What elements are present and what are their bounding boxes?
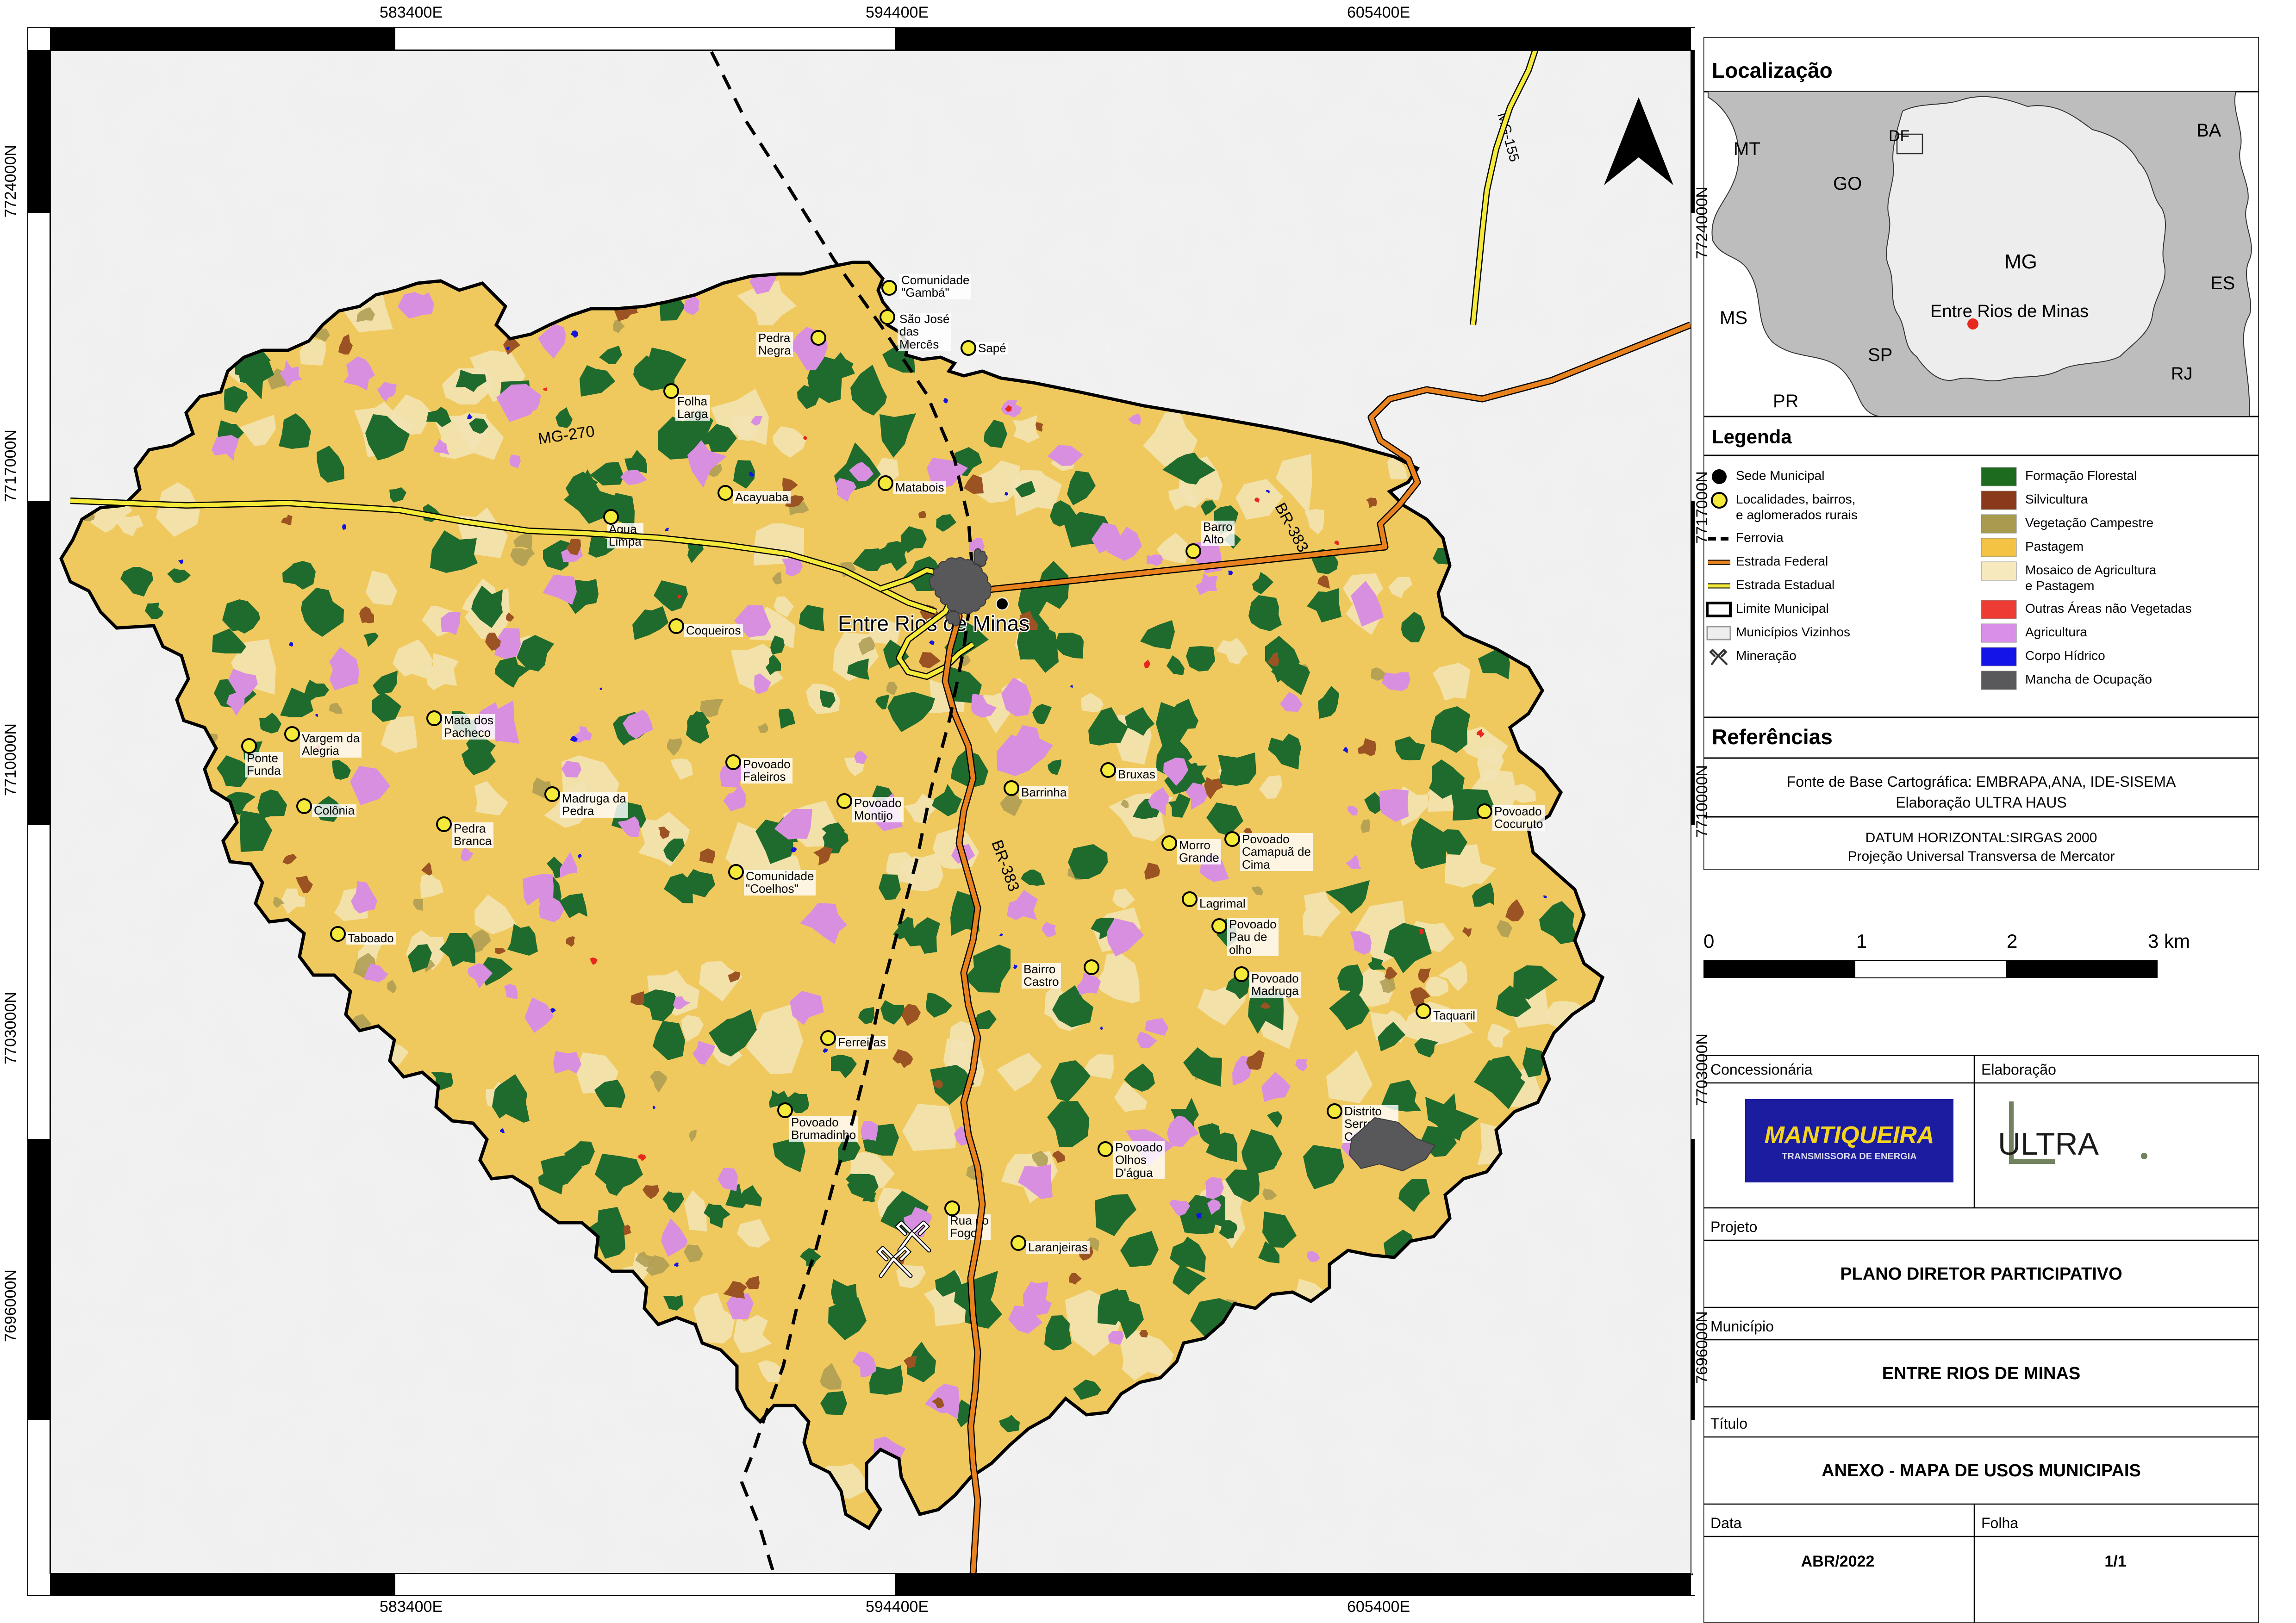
svg-text:Projeto: Projeto: [1710, 1219, 1757, 1235]
svg-text:TRANSMISSORA DE ENERGIA: TRANSMISSORA DE ENERGIA: [1782, 1151, 1917, 1162]
svg-text:Vegetação Campestre: Vegetação Campestre: [2025, 516, 2153, 530]
svg-text:ES: ES: [2210, 273, 2235, 293]
svg-text:e Pastagem: e Pastagem: [2025, 578, 2094, 593]
svg-text:MS: MS: [1720, 308, 1747, 328]
svg-text:ABR/2022: ABR/2022: [1801, 1553, 1875, 1570]
svg-text:Estrada Federal: Estrada Federal: [1736, 554, 1828, 568]
svg-text:1: 1: [1856, 930, 1867, 952]
svg-text:Sede Municipal: Sede Municipal: [1736, 468, 1824, 483]
svg-text:Município: Município: [1710, 1318, 1774, 1335]
svg-text:3 km: 3 km: [2148, 930, 2190, 952]
svg-text:Corpo Hídrico: Corpo Hídrico: [2025, 648, 2105, 663]
svg-text:BA: BA: [2196, 120, 2221, 141]
svg-text:Mancha de Ocupação: Mancha de Ocupação: [2025, 672, 2152, 686]
svg-text:MG: MG: [2004, 250, 2037, 273]
svg-text:DATUM HORIZONTAL:SIRGAS 2000: DATUM HORIZONTAL:SIRGAS 2000: [1866, 830, 2097, 846]
svg-text:Ferrovia: Ferrovia: [1736, 530, 1784, 545]
svg-text:DF: DF: [1889, 127, 1909, 145]
svg-text:Elaboração: Elaboração: [1981, 1061, 2056, 1078]
svg-text:Concessionária: Concessionária: [1710, 1061, 1813, 1078]
svg-text:Fonte de Base Cartográfica: EM: Fonte de Base Cartográfica: EMBRAPA,ANA,…: [1787, 773, 2176, 790]
svg-text:Localização: Localização: [1712, 58, 1833, 82]
svg-text:Elaboração ULTRA HAUS: Elaboração ULTRA HAUS: [1896, 794, 2066, 811]
svg-text:Projeção Universal Transversa: Projeção Universal Transversa de Mercato…: [1848, 849, 2115, 864]
svg-text:PLANO DIRETOR PARTICIPATIVO: PLANO DIRETOR PARTICIPATIVO: [1840, 1264, 2122, 1284]
svg-text:Municípios Vizinhos: Municípios Vizinhos: [1736, 625, 1850, 639]
svg-text:ULTRA: ULTRA: [1998, 1126, 2099, 1162]
svg-text:1/1: 1/1: [2104, 1553, 2126, 1570]
svg-text:0: 0: [1703, 930, 1714, 952]
svg-text:Estrada Estadual: Estrada Estadual: [1736, 578, 1834, 592]
svg-text:Pastagem: Pastagem: [2025, 539, 2084, 553]
svg-text:Localidades, bairros,: Localidades, bairros,: [1736, 492, 1855, 506]
svg-text:2: 2: [2007, 930, 2017, 952]
svg-text:Referências: Referências: [1712, 725, 1833, 749]
svg-text:Agricultura: Agricultura: [2025, 625, 2087, 639]
svg-text:PR: PR: [1773, 391, 1799, 411]
svg-text:GO: GO: [1833, 174, 1862, 194]
svg-text:MANTIQUEIRA: MANTIQUEIRA: [1765, 1122, 1934, 1149]
svg-text:RJ: RJ: [2171, 364, 2192, 384]
svg-text:Formação Florestal: Formação Florestal: [2025, 468, 2137, 483]
svg-text:Mineração: Mineração: [1736, 648, 1797, 663]
svg-text:Entre Rios de Minas: Entre Rios de Minas: [1930, 302, 2089, 321]
svg-text:Mosaico de Agricultura: Mosaico de Agricultura: [2025, 563, 2157, 577]
svg-text:ANEXO - MAPA DE USOS MUNICIPAI: ANEXO - MAPA DE USOS MUNICIPAIS: [1822, 1461, 2141, 1480]
svg-text:Limite Municipal: Limite Municipal: [1736, 601, 1829, 616]
svg-text:SP: SP: [1868, 345, 1892, 365]
svg-text:Outras Áreas não Vegetadas: Outras Áreas não Vegetadas: [2025, 601, 2192, 616]
svg-text:ENTRE RIOS DE MINAS: ENTRE RIOS DE MINAS: [1882, 1364, 2081, 1383]
svg-text:Legenda: Legenda: [1712, 426, 1792, 448]
svg-text:Título: Título: [1710, 1415, 1747, 1432]
svg-text:e aglomerados rurais: e aglomerados rurais: [1736, 508, 1858, 522]
svg-text:Silvicultura: Silvicultura: [2025, 492, 2088, 506]
svg-text:Data: Data: [1710, 1515, 1742, 1531]
svg-text:MT: MT: [1734, 139, 1760, 159]
svg-text:Folha: Folha: [1981, 1515, 2018, 1531]
